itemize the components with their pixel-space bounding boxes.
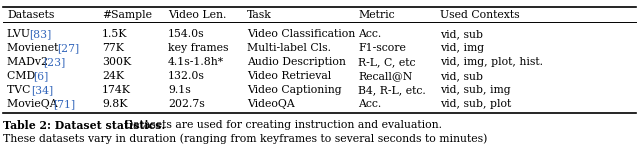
Text: Multi-label Cls.: Multi-label Cls. xyxy=(247,43,331,53)
Text: vid, sub, plot: vid, sub, plot xyxy=(440,99,511,109)
Text: Video Retrieval: Video Retrieval xyxy=(247,71,332,81)
Text: Recall@N: Recall@N xyxy=(358,71,412,81)
Text: [6]: [6] xyxy=(33,71,48,81)
Text: vid, sub: vid, sub xyxy=(440,29,483,39)
Text: LVU: LVU xyxy=(7,29,33,39)
Text: Video Captioning: Video Captioning xyxy=(247,85,342,95)
Text: Used Contexts: Used Contexts xyxy=(440,10,520,20)
Text: Datasets are used for creating instruction and evaluation.: Datasets are used for creating instructi… xyxy=(121,120,442,130)
Text: Acc.: Acc. xyxy=(358,99,381,109)
Text: [71]: [71] xyxy=(53,99,75,109)
Text: [83]: [83] xyxy=(29,29,51,39)
Text: Video Len.: Video Len. xyxy=(168,10,227,20)
Text: MovieQA: MovieQA xyxy=(7,99,61,109)
Text: key frames: key frames xyxy=(168,43,228,53)
Text: R-L, C, etc: R-L, C, etc xyxy=(358,57,415,67)
Text: F1-score: F1-score xyxy=(358,43,406,53)
Text: #Sample: #Sample xyxy=(102,10,152,20)
Text: 77K: 77K xyxy=(102,43,124,53)
Text: Datasets: Datasets xyxy=(7,10,54,20)
Text: 9.1s: 9.1s xyxy=(168,85,191,95)
Text: Metric: Metric xyxy=(358,10,395,20)
Text: 4.1s-1.8h*: 4.1s-1.8h* xyxy=(168,57,224,67)
Text: VideoQA: VideoQA xyxy=(247,99,295,109)
Text: Task: Task xyxy=(247,10,272,20)
Text: [23]: [23] xyxy=(43,57,65,67)
Text: 9.8K: 9.8K xyxy=(102,99,127,109)
Text: 1.5K: 1.5K xyxy=(102,29,127,39)
Text: Table 2: Dataset statistics.: Table 2: Dataset statistics. xyxy=(3,120,165,131)
Text: TVC: TVC xyxy=(7,85,34,95)
Text: [27]: [27] xyxy=(57,43,79,53)
Text: 132.0s: 132.0s xyxy=(168,71,205,81)
Text: 202.7s: 202.7s xyxy=(168,99,205,109)
Text: 174K: 174K xyxy=(102,85,131,95)
Text: [34]: [34] xyxy=(31,85,53,95)
Text: Movienet: Movienet xyxy=(7,43,62,53)
Text: vid, img, plot, hist.: vid, img, plot, hist. xyxy=(440,57,543,67)
Text: Video Classification: Video Classification xyxy=(247,29,355,39)
Text: vid, sub: vid, sub xyxy=(440,71,483,81)
Text: B4, R-L, etc.: B4, R-L, etc. xyxy=(358,85,426,95)
Text: 300K: 300K xyxy=(102,57,131,67)
Text: vid, img: vid, img xyxy=(440,43,484,53)
Text: These datasets vary in duration (ranging from keyframes to several seconds to mi: These datasets vary in duration (ranging… xyxy=(3,133,488,144)
Text: CMD: CMD xyxy=(7,71,39,81)
Text: Acc.: Acc. xyxy=(358,29,381,39)
Text: Audio Description: Audio Description xyxy=(247,57,346,67)
Text: 154.0s: 154.0s xyxy=(168,29,205,39)
Text: 24K: 24K xyxy=(102,71,124,81)
Text: vid, sub, img: vid, sub, img xyxy=(440,85,511,95)
Text: MADv2: MADv2 xyxy=(7,57,51,67)
